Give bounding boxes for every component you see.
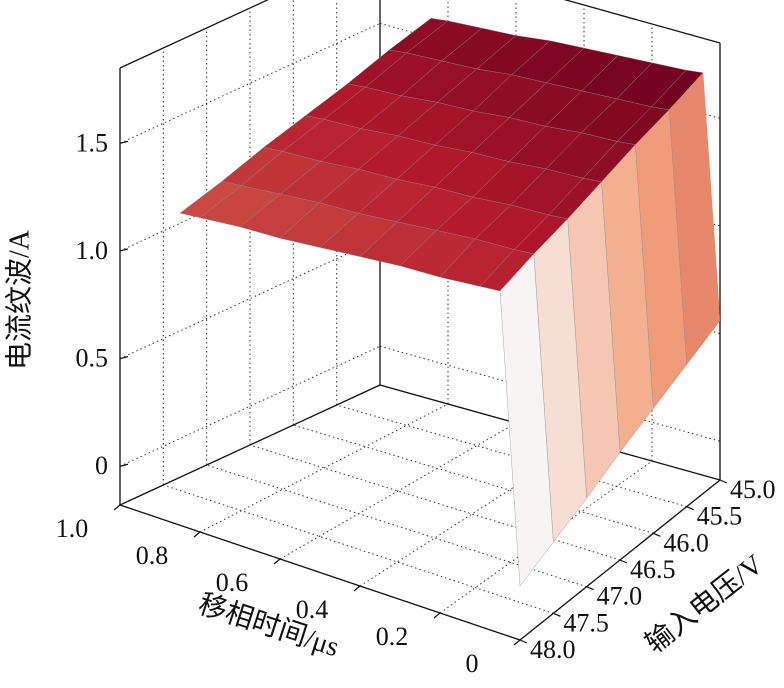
y-tick-label: 48.0 (530, 635, 576, 664)
box-edge (563, 0, 721, 44)
y-tick (586, 586, 594, 591)
x-tick-label: 0.6 (216, 568, 249, 597)
y-tick-label: 46.0 (663, 528, 709, 557)
x-tick (353, 585, 361, 592)
z-tick-label: 1.5 (76, 128, 109, 157)
y-tick-label: 47.0 (597, 582, 643, 611)
grid-line (119, 22, 381, 144)
x-tick-label: 0.4 (296, 595, 329, 624)
grid-line (249, 444, 621, 561)
box-edge (119, 384, 381, 506)
grid-line (199, 403, 449, 533)
z-axis-title: 电流纹波/A (3, 229, 35, 370)
x-tick (513, 639, 521, 646)
surface (179, 17, 721, 587)
z-tick (119, 463, 129, 467)
z-tick-label: 0.5 (76, 344, 109, 373)
z-tick-label: 1.0 (76, 236, 109, 265)
y-tick (653, 532, 661, 537)
x-tick (433, 612, 441, 619)
box-edge (119, 504, 521, 641)
box-edge (119, 0, 269, 69)
surface-patch (499, 253, 554, 587)
grid-line (119, 345, 381, 467)
x-tick (193, 531, 201, 538)
x-tick-label: 1.0 (56, 514, 89, 543)
x-tick-label: 0 (466, 649, 479, 678)
y-tick (619, 559, 628, 564)
axes: 0 0.5 1.0 1.5 0 0.2 0.4 0.6 0.8 1.0 45.045.546.046… (56, 128, 776, 678)
x-tick (273, 558, 281, 565)
x-tick-label: 0.2 (376, 622, 409, 651)
z-tick (119, 140, 129, 144)
grid-line (163, 484, 554, 614)
y-tick-label: 46.5 (630, 555, 676, 584)
x-tick-label: 0.8 (136, 541, 169, 570)
grid-line (119, 238, 381, 360)
z-tick-label: 0 (95, 451, 108, 480)
y-tick (553, 612, 561, 617)
y-tick-label: 45.0 (730, 475, 776, 504)
z-tick (119, 248, 129, 252)
y-tick-label: 45.5 (697, 502, 743, 531)
y-tick (686, 506, 694, 511)
y-tick (719, 479, 728, 484)
y-tick-label: 47.5 (563, 608, 609, 637)
z-tick (119, 356, 129, 360)
y-tick (519, 639, 528, 644)
x-tick (113, 504, 121, 511)
grid-line (279, 422, 517, 560)
